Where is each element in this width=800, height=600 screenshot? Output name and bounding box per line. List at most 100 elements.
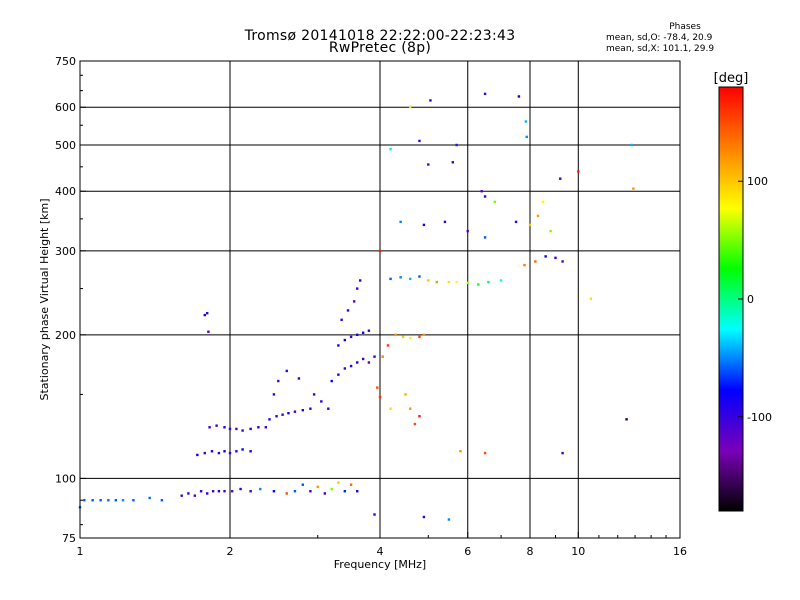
data-point	[429, 99, 432, 102]
data-point	[330, 379, 333, 383]
data-point	[327, 407, 330, 410]
data-point	[230, 490, 234, 493]
data-point	[427, 279, 430, 282]
phases-x-mode: mean, sd,X: 101.1, 29.9	[606, 44, 715, 54]
data-point	[99, 499, 102, 502]
data-point	[561, 260, 564, 263]
data-point	[208, 426, 211, 429]
data-point	[355, 333, 359, 337]
data-point	[312, 393, 316, 396]
data-point	[418, 139, 421, 143]
x-tick-label: 8	[527, 545, 534, 558]
y-tick-label: 75	[62, 532, 76, 545]
data-point	[422, 333, 426, 337]
data-point	[435, 280, 438, 284]
data-point	[297, 377, 301, 380]
data-point	[259, 487, 262, 491]
data-point	[386, 344, 390, 347]
data-point	[196, 453, 199, 457]
data-point	[211, 490, 215, 493]
data-point	[534, 260, 537, 263]
data-point	[477, 283, 480, 286]
data-point	[337, 344, 340, 347]
data-point	[447, 280, 451, 284]
data-point	[455, 280, 458, 284]
data-point	[361, 331, 365, 334]
data-point	[480, 190, 483, 193]
data-point	[121, 499, 125, 502]
data-point	[625, 418, 628, 421]
colorbar-tick-label: 100	[747, 175, 768, 188]
y-tick-label: 600	[55, 101, 76, 114]
colorbar-tick-label: 0	[747, 293, 754, 306]
data-point	[107, 499, 110, 502]
data-point	[205, 311, 209, 315]
data-point	[228, 427, 232, 431]
data-point	[223, 426, 226, 429]
data-point	[309, 490, 312, 493]
data-point	[241, 448, 244, 451]
x-tick-label: 10	[571, 545, 585, 558]
data-point	[549, 229, 552, 233]
data-point	[376, 386, 379, 389]
data-point	[203, 313, 206, 317]
data-point	[358, 279, 362, 282]
data-point	[409, 277, 412, 281]
axis-ticks: 1 2 4 6 8 10 16 75 100 200 300 400 500 600 750	[55, 55, 687, 558]
data-point	[228, 451, 232, 455]
data-point	[361, 357, 365, 361]
data-point	[413, 422, 417, 426]
data-point	[483, 236, 487, 239]
x-axis-label: Frequency [MHz]	[334, 558, 426, 571]
data-point	[459, 450, 462, 453]
data-point	[239, 487, 242, 491]
colorbar-unit-label: [deg]	[714, 71, 749, 86]
data-point	[160, 499, 164, 502]
data-point	[217, 490, 221, 493]
data-point	[207, 330, 210, 333]
data-point	[541, 200, 545, 204]
data-point	[301, 408, 305, 412]
data-point	[577, 170, 580, 173]
grid-lines	[80, 61, 680, 538]
data-point	[281, 413, 284, 416]
y-tick-label: 300	[55, 245, 76, 258]
x-tick-label: 2	[227, 545, 234, 558]
data-point	[330, 487, 333, 491]
data-point	[378, 395, 382, 399]
data-point	[399, 276, 402, 279]
data-point	[409, 105, 412, 108]
data-point	[524, 120, 528, 123]
data-point	[272, 393, 276, 396]
data-point	[389, 407, 392, 410]
data-point	[235, 450, 238, 453]
data-point	[373, 513, 376, 516]
colorbar-ticks: 100 0 -100	[738, 175, 772, 424]
data-point	[316, 485, 319, 489]
data-point	[409, 407, 412, 410]
data-point	[451, 161, 455, 164]
data-point	[394, 333, 397, 337]
data-point	[215, 424, 218, 427]
data-point	[373, 355, 376, 358]
data-point	[422, 515, 426, 519]
phases-o-mode: mean, sd,O: -78.4, 20.9	[606, 33, 713, 43]
data-point	[404, 393, 407, 396]
data-point	[443, 220, 447, 224]
data-point	[487, 280, 490, 284]
data-point	[525, 135, 528, 139]
data-point	[554, 256, 557, 260]
data-point	[349, 335, 353, 339]
data-point	[466, 281, 469, 285]
y-axis-label: Stationary phase Virtual Height [km]	[38, 198, 51, 400]
data-point	[114, 499, 118, 502]
data-point	[499, 279, 503, 282]
data-point	[148, 496, 151, 500]
data-point	[91, 499, 94, 502]
data-point	[217, 451, 221, 455]
phases-heading: Phases	[669, 22, 701, 32]
data-point	[268, 418, 271, 421]
data-point	[187, 492, 190, 495]
data-point	[630, 143, 633, 147]
